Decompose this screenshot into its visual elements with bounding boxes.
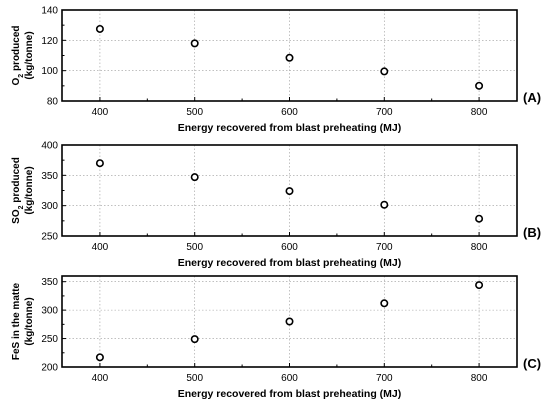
x-axis-label: Energy recovered from blast preheating (… [178,257,401,269]
x-tick-label: 500 [186,373,203,384]
y-tick-label: 140 [41,6,58,17]
panel-label: (B) [523,225,541,240]
y-tick-label: 100 [41,66,58,77]
data-point [285,317,294,326]
x-tick-label: 400 [92,107,109,118]
data-point [475,281,484,290]
x-axis-label: Energy recovered from blast preheating (… [178,388,401,400]
x-tick-label: 500 [186,242,203,253]
x-tick-label: 800 [471,373,488,384]
plot-frame [61,9,518,102]
data-point [190,173,199,182]
y-tick-label: 350 [41,171,58,182]
y-tick-label: 200 [41,363,58,374]
x-tick-label: 700 [376,373,393,384]
y-axis-unit: (kg/tonne) [24,31,35,79]
y-axis-unit: (kg/tonne) [24,166,35,214]
data-point [380,299,389,308]
y-tick-label: 400 [41,141,58,152]
y-axis-unit: (kg/tonne) [24,297,35,345]
x-tick-label: 800 [471,242,488,253]
x-tick-label: 700 [376,107,393,118]
y-axis-label: O2 produced [11,25,25,85]
data-point [285,53,294,62]
data-point [475,81,484,90]
panel-2: 400 500 600 700 800 250 300 350 400 Energy recove… [11,141,541,270]
data-point [190,39,199,48]
panel-label: (C) [523,356,541,371]
x-axis-label: Energy recovered from blast preheating (… [178,122,401,134]
x-tick-label: 400 [92,242,109,253]
y-axis-label: SO2 produced [11,157,25,224]
y-tick-label: 80 [47,97,59,108]
x-tick-label: 400 [92,373,109,384]
data-point [475,214,484,223]
data-point [285,187,294,196]
x-tick-label: 600 [281,373,298,384]
x-tick-label: 600 [281,107,298,118]
data-point [95,24,104,33]
data-point [380,200,389,209]
x-tick-label: 500 [186,107,203,118]
data-point [190,335,199,344]
x-tick-label: 600 [281,242,298,253]
panel-3: 400 500 600 700 800 200 250 300 350 Energy recove… [11,275,541,400]
data-point [95,159,104,168]
data-point [95,353,104,362]
plot-frame [61,275,518,368]
y-tick-label: 120 [41,36,58,47]
x-tick-label: 700 [376,242,393,253]
y-tick-label: 350 [41,277,58,288]
y-tick-label: 300 [41,306,58,317]
data-point [380,67,389,76]
panel-1: 400 500 600 700 800 80 100 120 140 Energy recover… [11,6,541,135]
plot-frame [61,144,518,237]
y-tick-label: 300 [41,201,58,212]
y-tick-label: 250 [41,232,58,243]
y-axis-label: FeS in the matte [11,282,22,360]
panel-label: (A) [523,90,541,105]
y-tick-label: 250 [41,334,58,345]
x-tick-label: 800 [471,107,488,118]
